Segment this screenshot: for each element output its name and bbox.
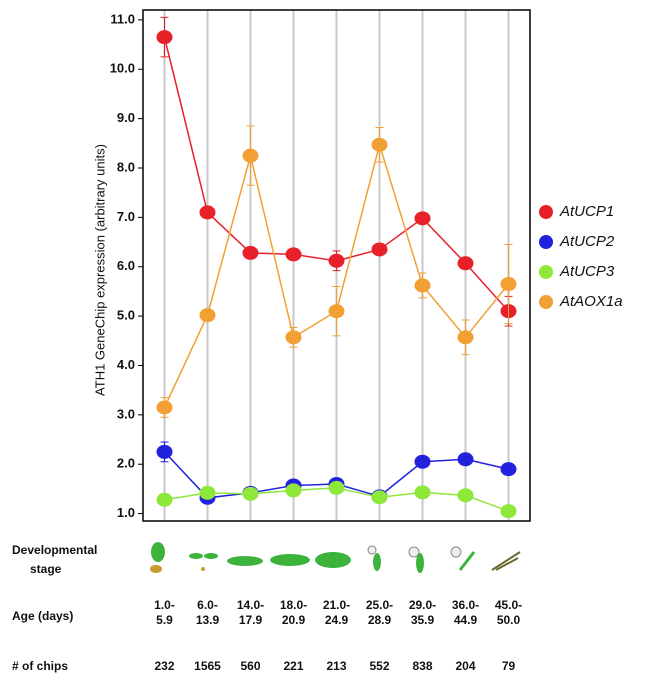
y-tick-label: 2.0 bbox=[117, 456, 135, 471]
point bbox=[243, 149, 259, 163]
x-tick-label: 24.9 bbox=[325, 613, 349, 627]
y-tick-label: 6.0 bbox=[117, 258, 135, 273]
x-tick-label: 21.0- bbox=[323, 598, 350, 612]
stage-label: Developmental bbox=[12, 543, 97, 557]
point bbox=[157, 400, 173, 414]
point bbox=[458, 256, 474, 270]
legend-marker bbox=[539, 235, 553, 249]
chips-count: 1565 bbox=[194, 659, 221, 673]
x-tick-label: 29.0- bbox=[409, 598, 436, 612]
point bbox=[501, 277, 517, 291]
chart: ATH1 GeneChip expression (arbitrary unit… bbox=[0, 0, 649, 678]
point bbox=[329, 304, 345, 318]
legend-label: AtUCP2 bbox=[559, 233, 615, 250]
point bbox=[157, 445, 173, 459]
y-tick-label: 1.0 bbox=[117, 505, 135, 520]
point bbox=[200, 308, 216, 322]
point bbox=[501, 504, 517, 518]
chips-count: 838 bbox=[412, 659, 432, 673]
stage-icons bbox=[150, 542, 520, 573]
point bbox=[286, 247, 302, 261]
x-tick-label: 20.9 bbox=[282, 613, 306, 627]
x-tick-label: 14.0- bbox=[237, 598, 264, 612]
legend-label: AtAOX1a bbox=[559, 293, 623, 310]
point bbox=[501, 462, 517, 476]
x-tick-label: 18.0- bbox=[280, 598, 307, 612]
point bbox=[372, 242, 388, 256]
point bbox=[372, 490, 388, 504]
x-tick-label: 17.9 bbox=[239, 613, 263, 627]
point bbox=[286, 483, 302, 497]
point bbox=[329, 481, 345, 495]
chips-count: 213 bbox=[326, 659, 346, 673]
y-tick-label: 11.0 bbox=[110, 11, 135, 26]
x-tick-label: 13.9 bbox=[196, 613, 220, 627]
y-tick-label: 3.0 bbox=[117, 406, 135, 421]
x-tick-label: 45.0- bbox=[495, 598, 522, 612]
y-tick-label: 8.0 bbox=[117, 159, 135, 174]
x-tick-label: 44.9 bbox=[454, 613, 478, 627]
x-tick-label: 50.0 bbox=[497, 613, 521, 627]
chips-count: 552 bbox=[369, 659, 389, 673]
x-tick-label: 36.0- bbox=[452, 598, 479, 612]
point bbox=[200, 205, 216, 219]
point bbox=[286, 330, 302, 344]
legend-label: AtUCP1 bbox=[559, 203, 614, 220]
point bbox=[243, 487, 259, 501]
y-tick-label: 7.0 bbox=[117, 209, 135, 224]
chips-count: 79 bbox=[502, 659, 516, 673]
x-tick-label: 5.9 bbox=[156, 613, 173, 627]
point bbox=[458, 452, 474, 466]
x-tick-label: 6.0- bbox=[197, 598, 218, 612]
point bbox=[415, 485, 431, 499]
x-tick-label: 25.0- bbox=[366, 598, 393, 612]
chips-count: 560 bbox=[240, 659, 260, 673]
y-axis-label: ATH1 GeneChip expression (arbitrary unit… bbox=[92, 144, 107, 396]
x-tick-label: 28.9 bbox=[368, 613, 392, 627]
y-tick-label: 5.0 bbox=[117, 308, 135, 323]
y-tick-label: 9.0 bbox=[117, 110, 135, 125]
y-tick-label: 10.0 bbox=[110, 61, 135, 76]
x-tick-label: 1.0- bbox=[154, 598, 175, 612]
chips-count: 221 bbox=[283, 659, 303, 673]
point bbox=[243, 246, 259, 260]
y-tick-label: 4.0 bbox=[117, 357, 135, 372]
point bbox=[157, 493, 173, 507]
stage-label: stage bbox=[30, 562, 62, 576]
chips-count: 204 bbox=[455, 659, 475, 673]
point bbox=[415, 278, 431, 292]
point bbox=[458, 330, 474, 344]
point bbox=[458, 488, 474, 502]
point bbox=[415, 455, 431, 469]
chips-label: # of chips bbox=[12, 659, 68, 673]
chips-count: 232 bbox=[154, 659, 174, 673]
age-label: Age (days) bbox=[12, 609, 73, 623]
legend-marker bbox=[539, 265, 553, 279]
point bbox=[372, 138, 388, 152]
legend-marker bbox=[539, 205, 553, 219]
x-tick-label: 35.9 bbox=[411, 613, 435, 627]
legend-label: AtUCP3 bbox=[559, 263, 615, 280]
point bbox=[329, 254, 345, 268]
point bbox=[200, 486, 216, 500]
legend-marker bbox=[539, 295, 553, 309]
point bbox=[415, 211, 431, 225]
point bbox=[157, 30, 173, 44]
